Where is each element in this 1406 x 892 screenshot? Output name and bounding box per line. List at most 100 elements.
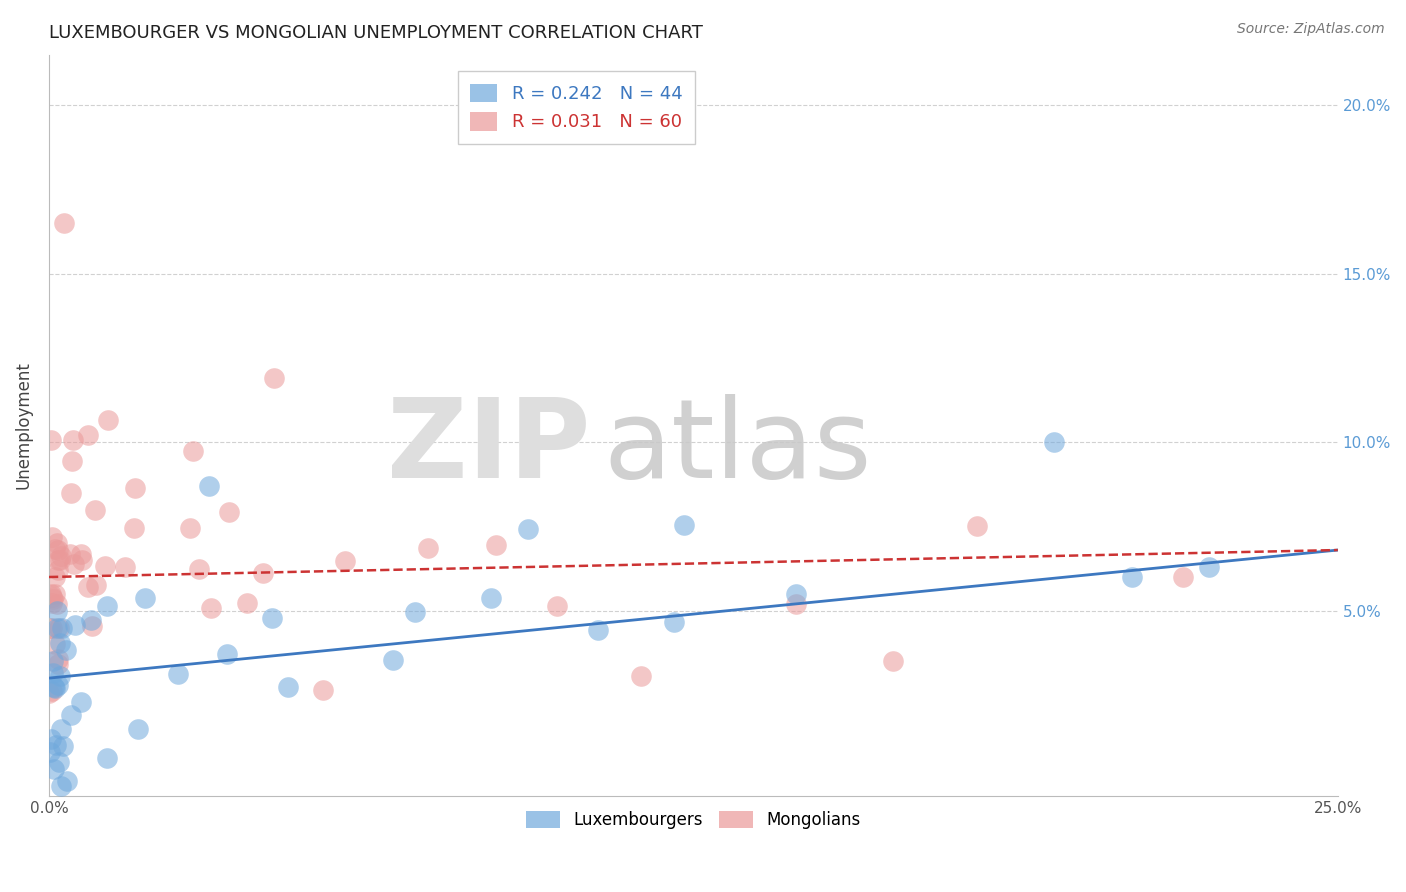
- Point: [39, 621, 62, 635]
- Point: [1171, 570, 1194, 584]
- Point: [49, 553, 72, 567]
- Point: [630, 668, 652, 682]
- Point: [485, 538, 508, 552]
- Point: [41, 621, 63, 635]
- Point: [63, 558, 86, 572]
- Y-axis label: Unemployment: Unemployment: [15, 361, 32, 490]
- Point: [46, 604, 69, 618]
- Point: [114, 560, 136, 574]
- Text: ZIP: ZIP: [387, 394, 591, 501]
- Point: [785, 587, 807, 601]
- Point: [198, 479, 221, 493]
- Point: [46, 563, 69, 577]
- Point: [44, 570, 66, 584]
- Point: [55, 643, 77, 657]
- Point: [44, 681, 66, 695]
- Point: [672, 517, 695, 532]
- Point: [1121, 570, 1143, 584]
- Point: [62, 434, 84, 448]
- Point: [217, 647, 239, 661]
- Point: [76, 580, 98, 594]
- Point: [53, 216, 76, 230]
- Point: [77, 428, 100, 442]
- Point: [39, 745, 62, 759]
- Point: [97, 413, 120, 427]
- Legend: Luxembourgers, Mongolians: Luxembourgers, Mongolians: [520, 805, 868, 836]
- Point: [262, 611, 284, 625]
- Text: atlas: atlas: [603, 394, 872, 501]
- Point: [181, 444, 204, 458]
- Point: [200, 601, 222, 615]
- Point: [263, 371, 285, 385]
- Point: [42, 591, 65, 606]
- Point: [94, 559, 117, 574]
- Point: [41, 654, 63, 668]
- Point: [39, 433, 62, 447]
- Text: Source: ZipAtlas.com: Source: ZipAtlas.com: [1237, 22, 1385, 37]
- Point: [41, 590, 63, 604]
- Point: [382, 653, 405, 667]
- Point: [70, 553, 93, 567]
- Point: [46, 657, 69, 672]
- Point: [49, 779, 72, 793]
- Point: [252, 566, 274, 581]
- Point: [49, 669, 72, 683]
- Point: [124, 481, 146, 495]
- Point: [42, 680, 65, 694]
- Point: [80, 613, 103, 627]
- Point: [122, 521, 145, 535]
- Point: [404, 605, 426, 619]
- Point: [41, 683, 63, 698]
- Point: [60, 485, 83, 500]
- Text: LUXEMBOURGER VS MONGOLIAN UNEMPLOYMENT CORRELATION CHART: LUXEMBOURGER VS MONGOLIAN UNEMPLOYMENT C…: [49, 24, 703, 42]
- Point: [84, 502, 107, 516]
- Point: [44, 541, 66, 556]
- Point: [86, 578, 108, 592]
- Point: [46, 543, 69, 558]
- Point: [80, 619, 103, 633]
- Point: [39, 587, 62, 601]
- Point: [59, 707, 82, 722]
- Point: [882, 654, 904, 668]
- Point: [167, 666, 190, 681]
- Point: [479, 591, 502, 605]
- Point: [39, 731, 62, 746]
- Point: [70, 547, 93, 561]
- Point: [45, 597, 67, 611]
- Point: [179, 521, 201, 535]
- Point: [966, 519, 988, 533]
- Point: [49, 636, 72, 650]
- Point: [59, 547, 82, 561]
- Point: [69, 694, 91, 708]
- Point: [46, 553, 69, 567]
- Point: [546, 599, 568, 613]
- Point: [48, 756, 70, 770]
- Point: [42, 666, 65, 681]
- Point: [49, 722, 72, 736]
- Point: [44, 637, 66, 651]
- Point: [662, 615, 685, 629]
- Point: [586, 623, 609, 637]
- Point: [188, 561, 211, 575]
- Point: [46, 621, 69, 635]
- Point: [38, 686, 60, 700]
- Point: [127, 723, 149, 737]
- Point: [785, 597, 807, 611]
- Point: [134, 591, 156, 606]
- Point: [44, 739, 66, 753]
- Point: [218, 505, 240, 519]
- Point: [52, 739, 75, 753]
- Point: [96, 599, 118, 614]
- Point: [63, 618, 86, 632]
- Point: [44, 587, 66, 601]
- Point: [1198, 560, 1220, 574]
- Point: [46, 678, 69, 692]
- Point: [41, 596, 63, 610]
- Point: [312, 683, 335, 698]
- Point: [517, 522, 540, 536]
- Point: [46, 652, 69, 666]
- Point: [60, 454, 83, 468]
- Point: [277, 681, 299, 695]
- Point: [42, 762, 65, 776]
- Point: [1043, 435, 1066, 450]
